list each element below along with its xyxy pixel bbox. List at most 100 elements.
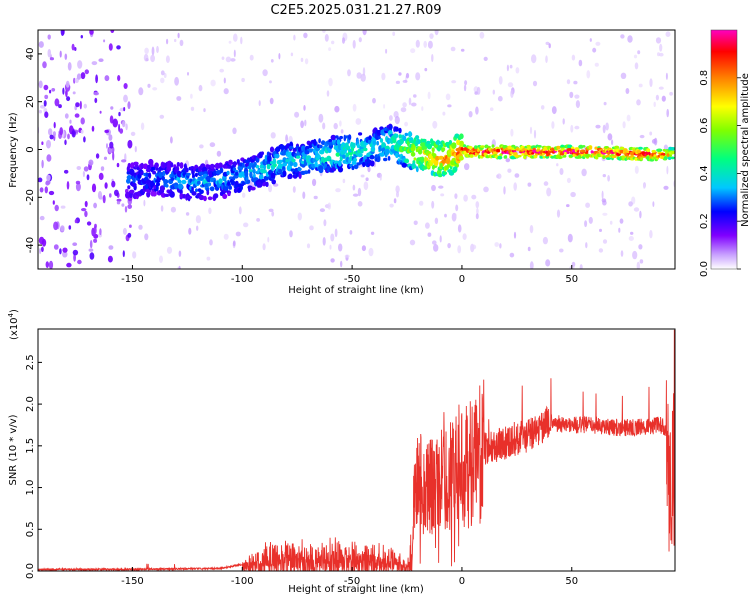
spectrogram-cell xyxy=(404,121,408,127)
spectrogram-cell xyxy=(638,244,643,250)
spectrogram-cell xyxy=(395,152,399,158)
spectrogram-cell xyxy=(445,93,451,101)
spectrogram-cell xyxy=(256,218,260,222)
spectrogram-cell xyxy=(191,186,194,191)
spectrogram-cell xyxy=(38,109,43,114)
spectrogram-cell xyxy=(362,161,366,168)
spectrogram-cell xyxy=(638,146,643,150)
spectrogram-cell xyxy=(571,261,576,268)
spectrogram-cell xyxy=(459,155,464,161)
spectrogram-cell xyxy=(67,133,70,140)
spectrogram-cell xyxy=(81,208,87,212)
spectrogram-cell xyxy=(130,131,136,136)
spectrogram-cell xyxy=(439,162,443,169)
y-tick-label: 0 xyxy=(25,146,36,152)
spectrogram-cell xyxy=(327,202,331,210)
spectrogram-cell xyxy=(287,173,293,180)
spectrogram-cell xyxy=(59,127,63,136)
spectrogram-cell xyxy=(60,205,66,209)
spectrogram-cell xyxy=(187,72,189,76)
spectrogram-cell xyxy=(570,191,576,198)
spectrogram-cell xyxy=(230,58,236,62)
spectrogram-cell xyxy=(580,153,584,157)
spectrogram-cell xyxy=(99,228,102,236)
spectrogram-cell xyxy=(147,83,151,88)
spectrogram-cell xyxy=(336,139,341,146)
spectrogram-cell xyxy=(166,246,173,254)
spectrogram-cell xyxy=(185,212,190,216)
spectrogram-cell xyxy=(513,231,517,239)
spectrogram-cell xyxy=(146,191,151,198)
spectrogram-cell xyxy=(121,203,125,207)
spectrogram-cell xyxy=(74,113,80,118)
spectrogram-cell xyxy=(75,180,81,185)
spectrogram-cell xyxy=(432,120,438,129)
spectrogram-cell xyxy=(232,127,237,135)
spectrogram-cell xyxy=(523,155,527,159)
snr-scale-prefix: (x10 xyxy=(9,317,20,340)
spectrogram-cell xyxy=(261,169,267,174)
spectrogram-cell xyxy=(146,164,151,170)
spectrogram-cell xyxy=(84,200,88,208)
spectrogram-cell xyxy=(342,178,346,184)
snr-y-axis-label: SNR (10 * v/v) xyxy=(8,414,19,485)
spectrogram-cell xyxy=(69,119,72,124)
spectrogram-cell xyxy=(566,151,570,155)
spectrogram-cell xyxy=(118,111,121,117)
spectrogram-cell xyxy=(602,174,606,178)
spectrogram-cell xyxy=(351,142,356,149)
spectrogram-cell xyxy=(89,252,95,260)
spectrogram-cell xyxy=(116,45,121,50)
spectrogram-cell xyxy=(545,259,551,267)
spectrogram-cell xyxy=(282,170,287,177)
spectrogram-cell xyxy=(439,235,442,243)
spectrogram-cell xyxy=(660,155,665,159)
spectrogram-cell xyxy=(581,168,587,177)
spectrogram-cell xyxy=(159,255,163,263)
spectrogram-cell xyxy=(620,34,625,39)
spectrogram-cell xyxy=(363,181,369,190)
spectrogram-cell xyxy=(308,144,312,149)
spectrogram-cell xyxy=(652,201,655,208)
spectrogram-cell xyxy=(287,151,293,157)
spectrogram-cell xyxy=(422,165,428,170)
spectrogram-cell xyxy=(636,261,640,269)
spectrogram-cell xyxy=(267,236,270,243)
spectrogram-cell xyxy=(575,100,581,109)
spectrogram-cell xyxy=(377,136,381,140)
spectrogram-cell xyxy=(415,166,419,173)
spectrogram-cell xyxy=(74,47,77,51)
spectrogram-cell xyxy=(328,77,333,87)
spectrogram-cell xyxy=(297,167,302,172)
spectrogram-cell xyxy=(263,164,266,170)
snr-frame xyxy=(37,328,676,572)
spectrogram-cell xyxy=(297,212,302,221)
spectrogram-y-axis-label: Frequency (Hz) xyxy=(8,112,19,188)
figure-title: C2E5.2025.031.21.27.R09 xyxy=(270,3,441,18)
colorbar-gradient xyxy=(710,29,738,270)
spectrogram-cell xyxy=(269,80,272,84)
spectrogram-cell xyxy=(223,88,229,95)
spectrogram-cell xyxy=(49,89,52,94)
spectrogram-cell xyxy=(91,125,95,132)
spectrogram-cell xyxy=(389,203,394,208)
spectrogram-cell xyxy=(106,143,108,149)
spectrogram-cell xyxy=(255,164,260,169)
y-tick-label: 40 xyxy=(25,48,36,61)
spectrogram-cell xyxy=(349,230,353,235)
spectrogram-cell xyxy=(457,245,462,254)
spectrogram-cell xyxy=(463,84,467,92)
spectrogram-cell xyxy=(199,144,204,149)
spectrogram-cell xyxy=(63,169,69,174)
spectrogram-cell xyxy=(71,130,76,138)
spectrogram-cell xyxy=(585,151,589,155)
spectrogram-cell xyxy=(540,105,545,110)
spectrogram-cell xyxy=(38,41,44,48)
spectrogram-cell xyxy=(638,83,643,88)
spectrogram-cell xyxy=(433,244,439,252)
spectrogram-cell xyxy=(513,182,517,191)
spectrogram-cell xyxy=(94,223,97,229)
spectrogram-cell xyxy=(303,32,308,39)
spectrogram-cell xyxy=(558,156,563,159)
spectrogram-cell xyxy=(464,163,470,171)
